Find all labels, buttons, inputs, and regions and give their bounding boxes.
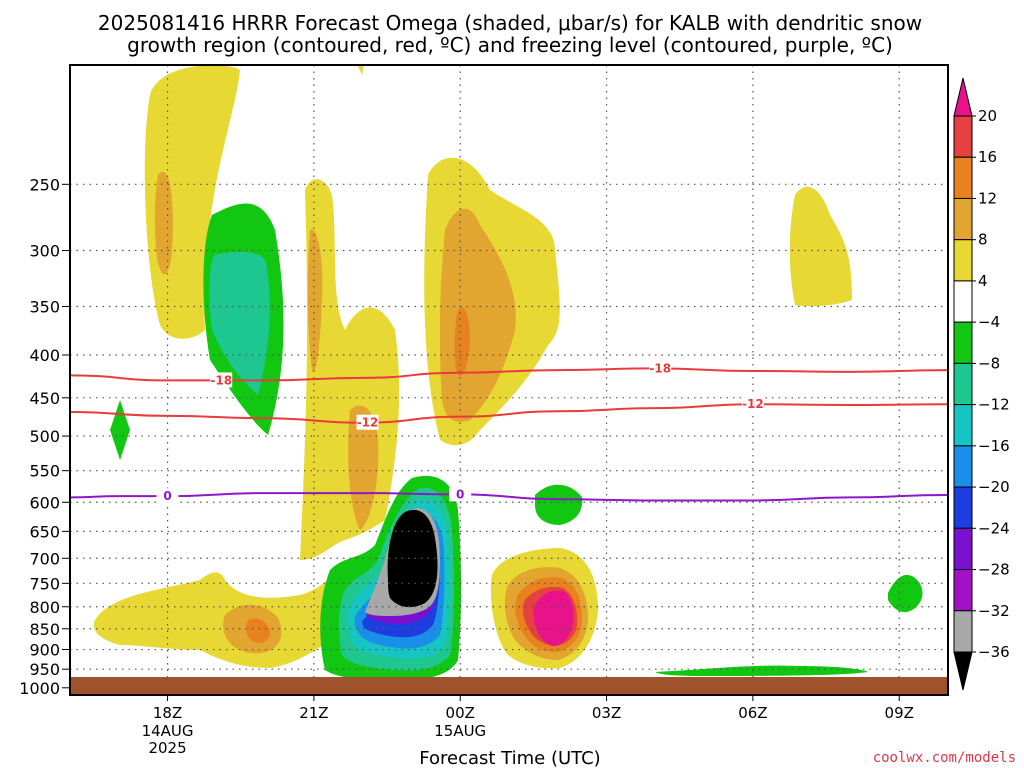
time-tick-sublabel: 14AUG [142,722,194,740]
omega-region-midnight-inner [454,307,470,376]
colorbar-segment [953,156,973,199]
colorbar-segment [953,239,973,282]
time-tick-sublabel: 2025 [148,739,186,757]
contour-label-background [741,396,764,412]
pressure-tick-label: 700 [29,549,60,568]
contour-label: -18 [210,373,232,387]
omega-colorbar: 20 16 12 8 4 −4 −8 −12 −16 −20 −24 −28 −32 −36 [953,77,1010,691]
omega-region-central-lower-core [348,405,379,530]
plot-area: -18 -18 -12 -12 0 0 [70,65,948,695]
colorbar-tick-label: −8 [978,354,1000,372]
colorbar-segment [953,527,973,571]
colorbar-tick-label: 8 [978,231,988,249]
pressure-tick-label: 450 [29,389,60,408]
omega-region-convective-core [387,509,438,608]
credit-text[interactable]: coolwx.com/models [873,750,1016,766]
pressure-tick-label: 1000 [19,679,60,698]
contour-line-minus12 [70,403,948,424]
contour-label: -18 [649,361,671,375]
contour-label-background [210,372,233,388]
colorbar-tick-label: −4 [978,313,1000,331]
colorbar-tick-label: −20 [978,478,1010,496]
pressure-axis: 250 300 350 400 450 500 550 600 650 700 750 800 850 9… [19,175,70,698]
time-tick-sublabel: 15AUG [434,722,486,740]
time-tick-label: 00Z [446,704,475,722]
colorbar-segment [953,115,973,158]
time-tick-label: 03Z [592,704,621,722]
colorbar-tick-label: 16 [978,148,997,166]
colorbar-segment [953,404,973,447]
colorbar-tick-label: −24 [978,519,1010,537]
colorbar-tick-label: −32 [978,602,1010,620]
colorbar-tick-label: 20 [978,107,997,125]
omega-region-central-core [307,229,323,372]
colorbar-tick-label: −12 [978,396,1010,414]
pressure-tick-label: 950 [29,660,60,679]
grid-lines [70,65,948,695]
contour-label-background [449,486,472,502]
pressure-tick-label: 500 [29,427,60,446]
colorbar-segment [953,569,973,612]
contour-label-background [356,414,379,430]
pressure-tick-label: 550 [29,462,60,481]
time-tick-label: 06Z [738,704,767,722]
omega-region-upper-left-core [154,171,173,275]
omega-region-lower-left [93,560,347,668]
contour-label: 0 [456,487,464,501]
pressure-tick-label: 900 [29,641,60,660]
colorbar-segment [953,197,973,241]
chart-title-line2: growth region (contoured, red, ºC) and f… [127,33,893,57]
omega-region-upper-left [144,65,240,339]
contour-label-background [156,488,179,504]
contour-labels: -18 -18 -12 -12 0 0 [156,360,764,504]
omega-region-upper-right [789,186,852,307]
colorbar-tick-label: −36 [978,643,1010,661]
omega-region-late-core-4 [533,590,574,647]
omega-shading [93,65,923,680]
time-tick-label: 18Z [153,704,182,722]
colorbar-tick-label: −28 [978,561,1010,579]
time-tick-label: 09Z [885,704,914,722]
omega-region-surface-green [655,665,868,676]
colorbar-segment [953,486,973,529]
pressure-tick-label: 300 [29,242,60,261]
colorbar-bottom-arrow [953,651,973,691]
colorbar-segment [953,280,973,323]
colorbar-tick-label: 12 [978,189,997,207]
x-axis-label: Forecast Time (UTC) [419,748,600,768]
pressure-tick-label: 400 [29,346,60,365]
omega-region-lower-left-inner [246,618,270,643]
contour-label: -12 [742,397,764,411]
omega-region-top [357,65,364,75]
colorbar-tick-label: −16 [978,437,1010,455]
ground-surface [70,677,948,695]
colorbar-segment [953,445,973,488]
contour-label-background [649,360,672,376]
contour-label: -12 [357,416,379,430]
omega-region-green-core [209,251,270,395]
pressure-tick-label: 800 [29,598,60,617]
pressure-tick-label: 650 [29,522,60,541]
plot-frame [69,64,949,696]
colorbar-top-arrow [953,77,973,117]
pressure-tick-label: 850 [29,620,60,639]
time-tick-label: 21Z [299,704,328,722]
pressure-tick-label: 600 [29,493,60,512]
colorbar-segment [953,321,973,364]
omega-region-green-blob [535,484,583,525]
pressure-tick-label: 750 [29,574,60,593]
omega-region-right-green [888,574,923,613]
chart-title-line1: 2025081416 HRRR Forecast Omega (shaded, … [98,11,922,35]
contour-label: 0 [163,489,171,503]
colorbar-segment [953,362,973,406]
pressure-tick-label: 350 [29,298,60,317]
pressure-tick-label: 250 [29,175,60,194]
colorbar-segment [953,610,973,653]
colorbar-tick-label: 4 [978,272,988,290]
